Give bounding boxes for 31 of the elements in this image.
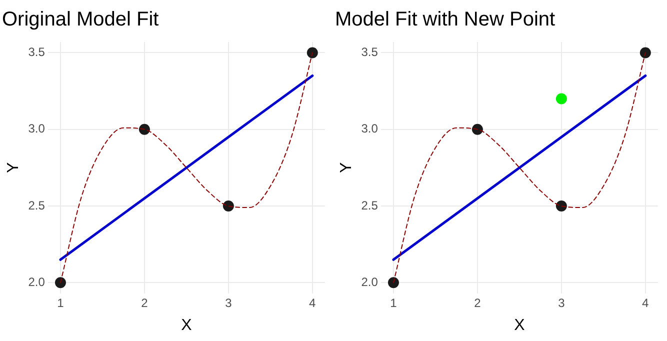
y-tick-label: 3.5: [28, 45, 46, 60]
y-tick-label: 2.5: [361, 198, 378, 212]
point: [54, 277, 66, 288]
x-axis-title: X: [181, 316, 192, 334]
x-tick-label: 1: [57, 296, 64, 310]
point: [306, 47, 318, 58]
x-tick-label: 4: [642, 296, 650, 310]
x-tick-label: 3: [558, 296, 566, 310]
y-tick-label: 2.0: [28, 274, 46, 289]
y-axis-title: Y: [338, 162, 356, 174]
point: [138, 124, 150, 135]
x-tick-label: 1: [390, 296, 398, 310]
point: [556, 200, 567, 212]
point: [222, 200, 234, 212]
chart-title: Model Fit with New Point: [335, 8, 556, 31]
x-tick-label: 2: [141, 296, 148, 310]
x-tick-label: 2: [474, 296, 482, 310]
y-tick-label: 2.5: [28, 198, 46, 212]
x-tick-label: 4: [309, 296, 316, 310]
point: [640, 47, 651, 58]
y-tick-label: 3.5: [361, 45, 378, 60]
y-tick-label: 2.0: [361, 274, 378, 289]
y-axis-title: Y: [5, 162, 22, 174]
chart-title: Original Model Fit: [2, 8, 160, 31]
y-tick-label: 3.0: [361, 122, 378, 136]
x-tick-label: 3: [225, 296, 232, 310]
point: [472, 124, 483, 135]
y-tick-label: 3.0: [28, 122, 46, 136]
x-axis-title: X: [514, 316, 526, 334]
point: [556, 93, 567, 104]
point: [388, 277, 399, 288]
